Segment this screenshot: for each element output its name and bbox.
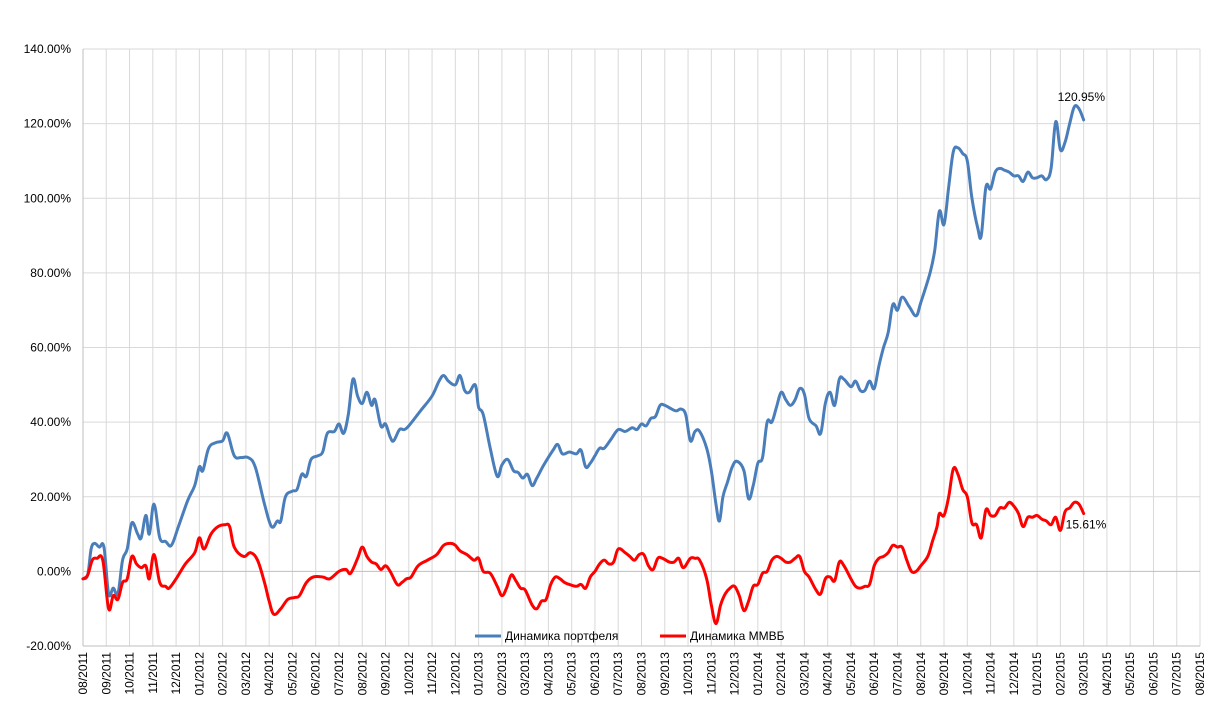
legend-entry: Динамика ММВБ [690, 629, 785, 643]
x-tick-label: 06/2014 [867, 652, 881, 696]
end-value-labels: 120.95% 15.61% [1058, 90, 1107, 532]
y-tick-label: 100.00% [24, 191, 72, 205]
x-tick-label: 07/2014 [890, 652, 904, 696]
x-tick-label: 08/2011 [76, 652, 90, 695]
series-line-micex [81, 465, 1086, 626]
series-lines [81, 104, 1086, 626]
x-tick-label: 03/2014 [797, 652, 811, 696]
x-tick-label: 01/2013 [472, 652, 486, 696]
x-tick-label: 10/2011 [123, 652, 137, 695]
x-tick-label: 05/2015 [1123, 652, 1137, 696]
x-tick-label: 06/2015 [1146, 652, 1160, 696]
y-tick-label: 60.00% [30, 341, 71, 355]
x-tick-label: 06/2013 [588, 652, 602, 696]
x-tick-label: 02/2013 [495, 652, 509, 696]
x-tick-label: 08/2013 [635, 652, 649, 696]
legend-entry: Динамика портфеля [505, 629, 618, 643]
x-tick-label: 09/2014 [937, 652, 951, 696]
x-tick-label: 07/2015 [1170, 652, 1184, 696]
end-value-label: 120.95% [1058, 90, 1106, 104]
x-tick-label: 08/2015 [1193, 652, 1207, 696]
x-tick-label: 12/2012 [448, 652, 462, 696]
x-tick-label: 01/2014 [751, 652, 765, 696]
y-tick-label: 140.00% [24, 42, 72, 56]
x-tick-label: 02/2012 [216, 652, 230, 696]
x-tick-label: 04/2014 [821, 652, 835, 696]
x-tick-label: 11/2013 [704, 652, 718, 695]
legend: Динамика портфеля Динамика ММВБ [475, 629, 785, 643]
x-tick-label: 02/2015 [1053, 652, 1067, 696]
x-tick-label: 03/2012 [239, 652, 253, 696]
x-tick-label: 10/2014 [960, 652, 974, 696]
x-tick-label: 01/2015 [1030, 652, 1044, 696]
x-axis-tick-labels: 08/2011 09/2011 10/2011 11/2011 12/2011 01/20… [76, 652, 1207, 696]
x-tick-label: 01/2012 [192, 652, 206, 696]
x-tick-label: 11/2012 [425, 652, 439, 695]
x-tick-label: 02/2014 [774, 652, 788, 696]
x-tick-label: 09/2013 [658, 652, 672, 696]
x-tick-label: 12/2013 [728, 652, 742, 696]
x-tick-label: 09/2012 [379, 652, 393, 696]
y-tick-label: -20.00% [26, 639, 71, 653]
x-tick-label: 10/2013 [681, 652, 695, 696]
x-tick-label: 12/2011 [169, 652, 183, 695]
y-tick-label: 20.00% [30, 490, 71, 504]
series-line-portfolio [81, 104, 1086, 598]
end-value-label: 15.61% [1066, 518, 1107, 532]
x-tick-label: 04/2015 [1100, 652, 1114, 696]
x-tick-label: 07/2013 [611, 652, 625, 696]
y-tick-label: 120.00% [24, 117, 72, 131]
x-tick-label: 11/2014 [984, 652, 998, 695]
x-tick-label: 05/2013 [565, 652, 579, 696]
x-tick-label: 07/2012 [332, 652, 346, 696]
axes [82, 49, 1200, 647]
x-tick-label: 04/2012 [262, 652, 276, 696]
x-tick-label: 09/2011 [99, 652, 113, 695]
x-tick-label: 03/2015 [1077, 652, 1091, 696]
x-tick-label: 11/2011 [146, 652, 160, 694]
x-tick-label: 10/2012 [402, 652, 416, 696]
y-tick-label: 0.00% [37, 564, 71, 578]
x-tick-label: 04/2013 [541, 652, 555, 696]
x-tick-label: 05/2012 [285, 652, 299, 696]
x-tick-label: 03/2013 [518, 652, 532, 696]
x-tick-label: 06/2012 [309, 652, 323, 696]
x-tick-label: 08/2012 [355, 652, 369, 696]
x-tick-label: 12/2014 [1007, 652, 1021, 696]
y-tick-label: 80.00% [30, 266, 71, 280]
y-tick-label: 40.00% [30, 415, 71, 429]
x-tick-label: 08/2014 [914, 652, 928, 696]
y-axis-tick-labels: -20.00% 0.00% 20.00% 40.00% 60.00% 80.00% 100.… [24, 42, 72, 653]
x-tick-label: 05/2014 [844, 652, 858, 696]
